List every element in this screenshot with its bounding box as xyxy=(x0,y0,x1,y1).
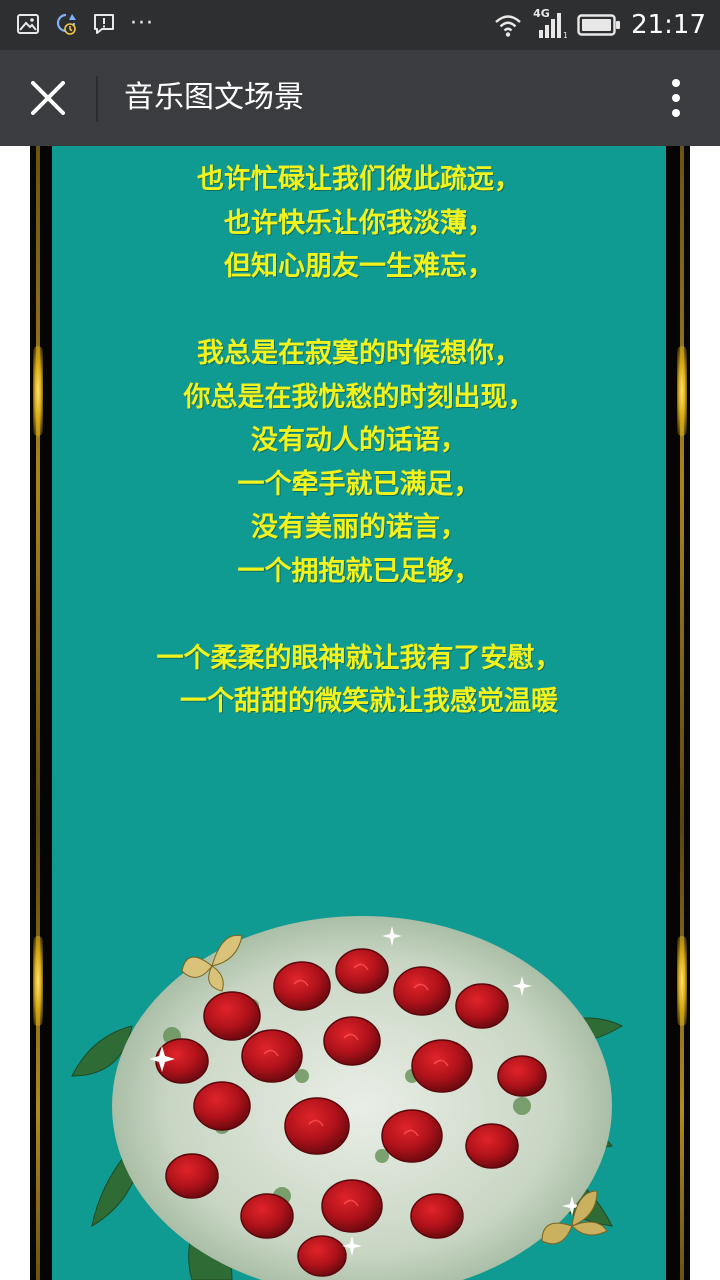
butterfly-icon xyxy=(541,1190,608,1245)
title-divider xyxy=(96,76,98,122)
status-notifications: ··· xyxy=(16,12,154,36)
right-gold-trim xyxy=(680,146,684,1280)
sync-icon xyxy=(56,13,76,35)
right-glow xyxy=(677,346,687,436)
butterfly-icon xyxy=(181,934,243,992)
close-icon xyxy=(31,81,65,115)
stanza-break xyxy=(52,289,666,333)
left-glow xyxy=(33,936,43,1026)
poem-line: 但知心朋友一生难忘， xyxy=(224,251,494,282)
scene-frame: 也许忙碌让我们彼此疏远， 也许快乐让你我淡薄， 但知心朋友一生难忘， 我总是在寂… xyxy=(30,146,690,1280)
poem-line: 我总是在寂寞的时候想你， xyxy=(197,338,521,369)
message-alert-icon xyxy=(94,14,114,34)
stanza-break xyxy=(52,593,666,637)
right-glow xyxy=(677,936,687,1026)
poem-line: 你总是在我忧愁的时刻出现， xyxy=(183,381,535,413)
network-type: 4G xyxy=(533,7,550,20)
page-title: 音乐图文场景 xyxy=(124,80,304,115)
left-glow xyxy=(33,346,43,436)
image-icon xyxy=(17,14,39,34)
web-content[interactable]: 也许忙碌让我们彼此疏远， 也许快乐让你我淡薄， 但知心朋友一生难忘， 我总是在寂… xyxy=(0,146,720,1280)
poem-panel: 也许忙碌让我们彼此疏远， 也许快乐让你我淡薄， 但知心朋友一生难忘， 我总是在寂… xyxy=(52,146,666,1280)
poem-line: 没有美丽的诺言， xyxy=(251,512,467,543)
poem-line: 没有动人的话语， xyxy=(251,425,467,456)
title-bar: 音乐图文场景 xyxy=(0,50,720,146)
status-bar: ··· 4G 1 21:17 xyxy=(0,0,720,50)
rose-bouquet-image xyxy=(71,916,624,1280)
left-gold-trim xyxy=(36,146,40,1280)
status-system: 4G 1 21:17 xyxy=(493,8,706,42)
close-button[interactable] xyxy=(20,72,76,124)
poem-line: 也许忙碌让我们彼此疏远， xyxy=(197,164,521,195)
svg-text:1: 1 xyxy=(563,31,567,40)
poem-line: 也许快乐让你我淡薄， xyxy=(224,207,494,239)
battery-icon xyxy=(577,14,621,36)
poem: 也许忙碌让我们彼此疏远， 也许快乐让你我淡薄， 但知心朋友一生难忘， 我总是在寂… xyxy=(52,158,666,724)
wifi-icon xyxy=(495,15,521,37)
poem-line: 一个甜甜的微笑就让我感觉温暖 xyxy=(180,686,558,717)
more-vert-icon xyxy=(672,79,680,117)
more-dots-icon: ··· xyxy=(130,11,154,36)
more-options-button[interactable] xyxy=(660,74,692,122)
poem-line: 一个牵手就已满足， xyxy=(237,468,481,500)
signal-icon: 4G 1 xyxy=(533,7,567,41)
clock: 21:17 xyxy=(631,10,706,40)
poem-line: 一个柔柔的眼神就让我有了安慰， xyxy=(156,642,562,674)
poem-line: 一个拥抱就已足够， xyxy=(237,555,481,587)
sparkle-icon xyxy=(149,926,582,1256)
